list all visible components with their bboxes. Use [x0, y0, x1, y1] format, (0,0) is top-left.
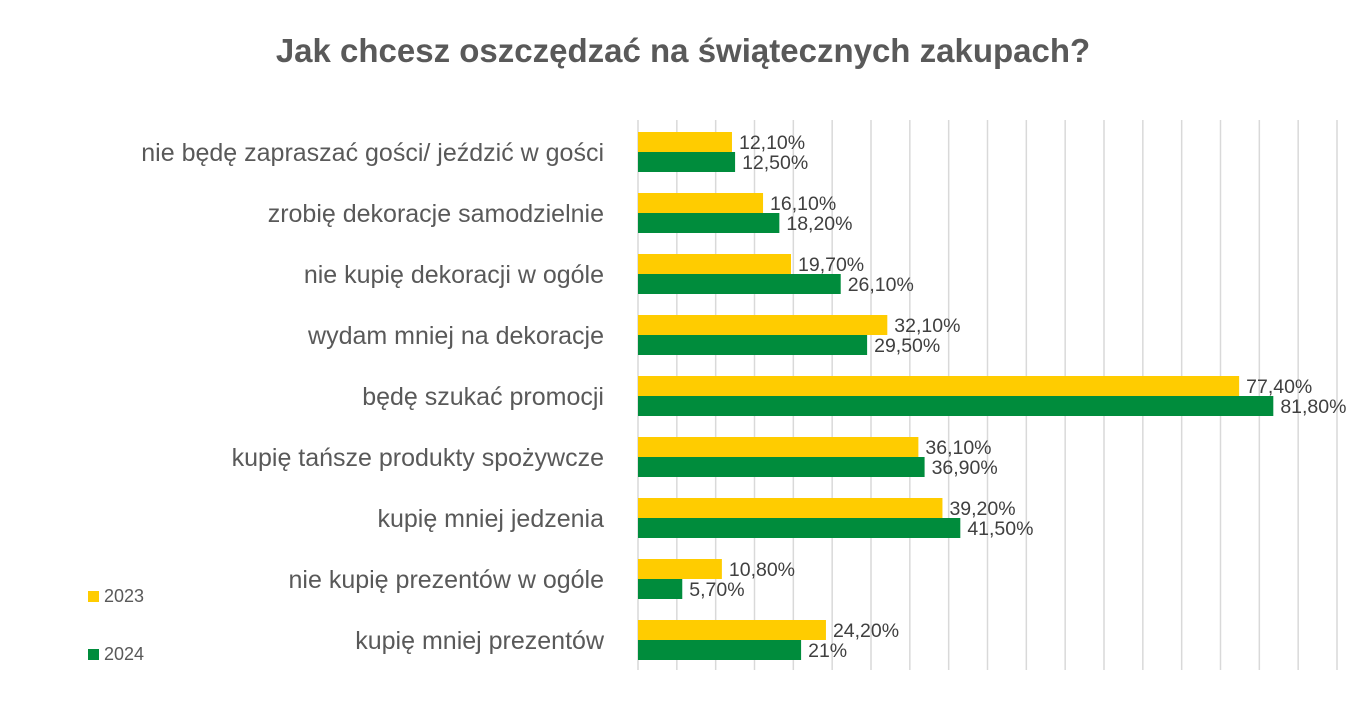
bar-2024	[638, 335, 868, 355]
category-label: kupię mniej prezentów	[355, 627, 605, 655]
data-label-2023: 77,40%	[1246, 376, 1312, 398]
bar-2024	[638, 274, 841, 294]
data-label-2023: 32,10%	[894, 315, 960, 337]
category-label: nie kupię dekoracji w ogóle	[304, 261, 604, 289]
bar-2023	[638, 254, 792, 274]
category-label: nie będę zapraszać gości/ jeździć w gośc…	[141, 139, 604, 167]
data-label-2024: 5,70%	[689, 579, 744, 601]
bar-2024	[638, 640, 802, 660]
bar-2024	[638, 518, 961, 538]
data-label-2024: 41,50%	[967, 518, 1033, 540]
data-label-2024: 29,50%	[874, 335, 940, 357]
data-label-2023: 39,20%	[949, 498, 1015, 520]
bar-2023	[638, 620, 826, 640]
data-label-2023: 10,80%	[729, 559, 795, 581]
bar-2024	[638, 152, 736, 172]
bar-2024	[638, 457, 925, 477]
bar-2023	[638, 559, 722, 579]
bar-2024	[638, 396, 1274, 416]
bar-2023	[638, 498, 943, 518]
bar-2023	[638, 376, 1240, 396]
bar-2024	[638, 579, 683, 599]
legend: 2023 2024	[88, 586, 144, 664]
category-label: zrobię dekoracje samodzielnie	[268, 200, 604, 228]
category-label: kupię tańsze produkty spożywcze	[232, 444, 604, 472]
category-label: wydam mniej na dekoracje	[307, 322, 604, 350]
bar-2023	[638, 193, 764, 213]
legend-label: 2023	[104, 586, 144, 606]
bars: 12,10%12,50% 16,10%18,20% 19,70%26,10% 32,1…	[638, 132, 1346, 662]
category-labels: nie będę zapraszać gości/ jeździć w gośc…	[141, 139, 605, 655]
category-label: nie kupię prezentów w ogóle	[289, 566, 604, 594]
data-label-2023: 24,20%	[833, 620, 899, 642]
legend-label: 2024	[104, 644, 144, 664]
data-label-2024: 26,10%	[848, 274, 914, 296]
data-label-2024: 18,20%	[786, 213, 852, 235]
data-label-2023: 19,70%	[798, 254, 864, 276]
bar-2023	[638, 132, 732, 152]
data-label-2024: 36,90%	[932, 457, 998, 479]
data-label-2024: 81,80%	[1280, 396, 1346, 418]
chart-title: Jak chcesz oszczędzać na świątecznych za…	[276, 32, 1090, 69]
data-label-2023: 16,10%	[770, 193, 836, 215]
legend-swatch-2023	[88, 591, 99, 602]
data-label-2023: 36,10%	[925, 437, 991, 459]
data-label-2023: 12,10%	[739, 132, 805, 154]
category-label: kupię mniej jedzenia	[377, 505, 604, 533]
legend-swatch-2024	[88, 649, 99, 660]
category-label: będę szukać promocji	[362, 383, 604, 411]
data-label-2024: 12,50%	[742, 152, 808, 174]
data-label-2024: 21%	[808, 640, 847, 662]
bar-2023	[638, 315, 888, 335]
bar-2024	[638, 213, 780, 233]
bar-2023	[638, 437, 919, 457]
